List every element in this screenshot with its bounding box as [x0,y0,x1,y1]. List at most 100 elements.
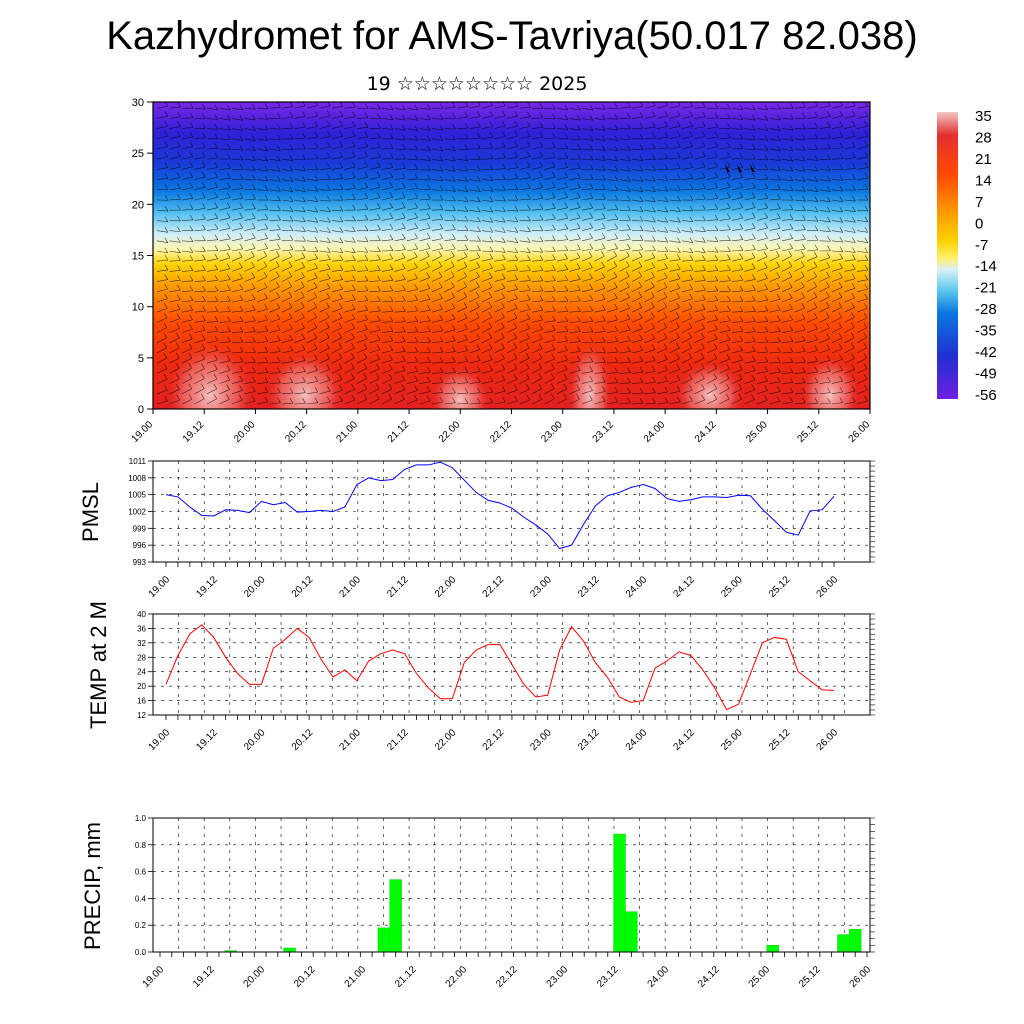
wind-barb-flag [451,251,455,257]
wind-barb [719,147,731,150]
wind-barb [394,341,406,344]
wind-barb [644,230,656,232]
wind-barb-flag [526,342,530,349]
wind-barb-flag [864,162,869,168]
wind-barb [431,372,443,374]
wind-barb-flag [338,332,343,338]
wind-barb-flag [439,135,444,141]
wind-barb-flag [414,145,419,151]
wind-barb [731,340,743,344]
wind-barb [694,198,706,201]
wind-barb [519,378,530,384]
wind-barb-flag [825,291,830,298]
wind-barb-flag [652,143,656,149]
wind-barb-flag [539,314,543,320]
wind-barb-flag [176,342,180,349]
wind-barb-flag [327,247,331,253]
wind-barb [669,105,681,109]
wind-barb [781,287,793,293]
wind-barb-flag [777,203,781,209]
wind-barb [269,107,281,109]
wind-barb [744,399,755,405]
wind-barb [731,148,744,150]
wind-barb-flag [163,374,168,380]
wind-barb-flag [489,131,494,138]
wind-barb [431,228,443,231]
wind-barb [744,370,756,374]
wind-barb-flag [802,113,806,119]
wind-barb [794,318,806,323]
wind-barb-flag [264,213,269,220]
wind-barb-flag [289,356,294,362]
wind-barb [756,351,768,354]
wind-barb-flag [539,141,544,147]
wind-barb [694,367,705,374]
wind-barb-flag [502,163,506,169]
wind-barb-flag [589,193,594,199]
temperature-xtick-label: 23.12 [576,727,602,753]
wind-barb [519,250,531,254]
wind-barb [856,188,869,191]
wind-barb-flag [689,255,694,261]
wind-barb [706,136,718,140]
wind-barb-flag [789,204,794,210]
wind-barb [531,309,543,313]
wind-barb-flag [789,303,793,310]
wind-barb-flag [563,383,568,390]
wind-barb [519,337,530,344]
wind-barb [644,317,655,323]
wind-barb-flag [839,246,844,252]
wind-barb [231,390,243,395]
wind-barb [344,357,355,364]
wind-barb-flag [439,103,444,109]
wind-barb [731,311,743,313]
wind-barb [819,381,831,384]
wind-barb [281,266,292,272]
wind-barb [569,217,581,221]
wind-barb [594,118,606,121]
wind-barb [731,290,743,293]
wind-barb [169,328,180,333]
wind-barb-flag [552,265,556,271]
wind-barb [481,327,492,333]
wind-barb [694,107,706,109]
wind-barb-flag [364,247,369,253]
wind-barb-flag [489,365,493,371]
wind-barb [494,287,505,293]
wind-barb [356,166,368,170]
wind-barb-flag [839,121,844,127]
wind-barb-flag [714,333,718,340]
wind-barb-flag [326,131,331,137]
pmsl-ytick-label: 1008 [128,474,146,483]
wind-barb [344,188,356,191]
wind-barb-flag [689,110,694,117]
wind-barb [381,157,393,160]
wind-barb [481,115,493,119]
wind-barb-flag [614,357,619,363]
wind-barb-flag [677,185,681,191]
wind-barb [169,240,181,243]
wind-barb [294,327,305,333]
wind-barb [756,390,768,395]
wind-barb-flag [714,225,719,231]
wind-barb [281,179,293,182]
wind-barb [581,188,593,191]
wind-barb [344,230,356,233]
wind-barb [406,138,418,141]
wind-barb-flag [214,114,219,120]
wind-barb-flag [602,135,606,141]
wind-barb-flag [602,367,606,373]
wind-barb-flag [201,325,206,331]
wind-barb [231,278,243,282]
wind-barb [856,106,868,109]
precipitation-xtick-label: 22.12 [494,964,520,990]
wind-barb-flag [326,342,330,349]
wind-barb [456,307,468,313]
wind-barb [719,330,731,333]
wind-barb [544,300,556,303]
wind-barb [769,118,781,121]
wind-barb [781,362,793,364]
wind-barb [544,349,555,354]
wind-barb-flag [414,295,419,301]
wind-barb-flag [439,396,444,403]
